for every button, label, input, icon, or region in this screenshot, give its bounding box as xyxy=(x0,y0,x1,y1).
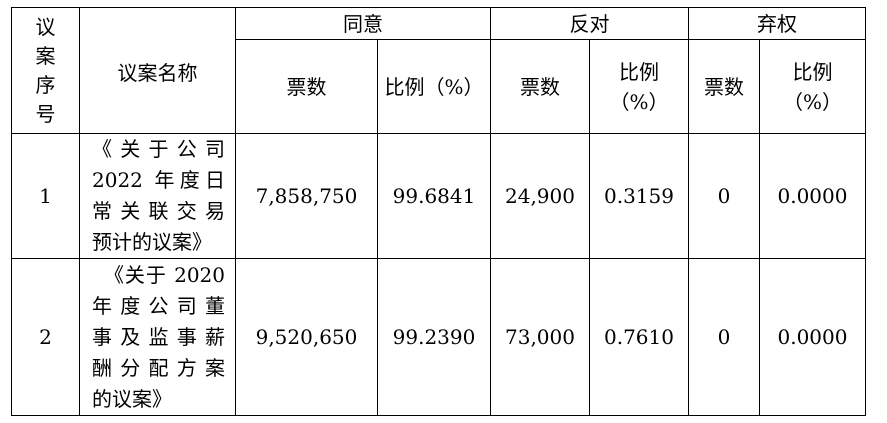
name-line: 预计的议案》 xyxy=(92,230,212,254)
header-index: 议 案 序 号 xyxy=(11,7,80,134)
name-line: 《关于 2020 xyxy=(104,262,225,287)
oppose-votes: 73,000 xyxy=(490,258,590,416)
header-abstain: 弃权 xyxy=(688,7,866,40)
header-oppose-ratio: 比例 （%） xyxy=(589,39,689,134)
name-line: 事及监事薪 xyxy=(92,324,225,349)
table-row: 2 《关于 2020 年度公司董 事及监事薪 酬分配方案 的议案》 9,520,… xyxy=(11,258,866,416)
row-index: 1 xyxy=(11,133,80,259)
header-abstain-ratio: 比例 （%） xyxy=(759,39,866,134)
abstain-ratio: 0.0000 xyxy=(759,133,866,259)
abstain-ratio: 0.0000 xyxy=(759,258,866,416)
agree-ratio: 99.6841 xyxy=(377,133,491,259)
header-abstain-votes: 票数 xyxy=(688,39,760,134)
ratio-label: 比例 xyxy=(792,59,833,84)
agree-votes: 7,858,750 xyxy=(235,133,378,259)
header-row-1: 议 案 序 号 议案名称 同意 反对 弃权 xyxy=(11,7,866,134)
header-agree: 同意 xyxy=(235,7,491,40)
name-line: 《关于公司 xyxy=(92,137,225,161)
header-agree-ratio: 比例（%） xyxy=(377,39,491,134)
header-index-char: 号 xyxy=(35,101,56,126)
header-oppose: 反对 xyxy=(490,7,689,40)
header-agree-votes: 票数 xyxy=(235,39,378,134)
oppose-ratio: 0.7610 xyxy=(589,258,689,416)
header-index-char: 议 xyxy=(35,14,56,39)
name-line: 2022 年度日 xyxy=(92,168,225,192)
ratio-label: 比例 xyxy=(619,59,659,84)
header-index-char: 案 xyxy=(35,43,56,68)
row-name: 《关于公司 2022 年度日 常关联交易 预计的议案》 xyxy=(79,133,236,259)
row-name: 《关于 2020 年度公司董 事及监事薪 酬分配方案 的议案》 xyxy=(79,258,236,416)
name-line: 常关联交易 xyxy=(92,199,225,223)
ratio-unit: （%） xyxy=(782,89,842,114)
header-oppose-votes: 票数 xyxy=(490,39,590,134)
row-index: 2 xyxy=(11,258,80,416)
header-index-char: 序 xyxy=(35,72,56,97)
voting-results-table: 议 案 序 号 议案名称 同意 反对 弃权 票数 比例（%） 票数 比例 （%）… xyxy=(11,7,866,416)
oppose-votes: 24,900 xyxy=(490,133,590,259)
agree-ratio: 99.2390 xyxy=(377,258,491,416)
agree-votes: 9,520,650 xyxy=(235,258,378,416)
ratio-unit: （%） xyxy=(609,89,669,114)
abstain-votes: 0 xyxy=(688,133,760,259)
oppose-ratio: 0.3159 xyxy=(589,133,689,259)
name-line: 的议案》 xyxy=(92,386,172,411)
name-line: 年度公司董 xyxy=(92,293,225,318)
header-name: 议案名称 xyxy=(79,7,236,134)
table-row: 1 《关于公司 2022 年度日 常关联交易 预计的议案》 7,858,750 … xyxy=(11,133,866,259)
name-line: 酬分配方案 xyxy=(92,355,225,380)
abstain-votes: 0 xyxy=(688,258,760,416)
